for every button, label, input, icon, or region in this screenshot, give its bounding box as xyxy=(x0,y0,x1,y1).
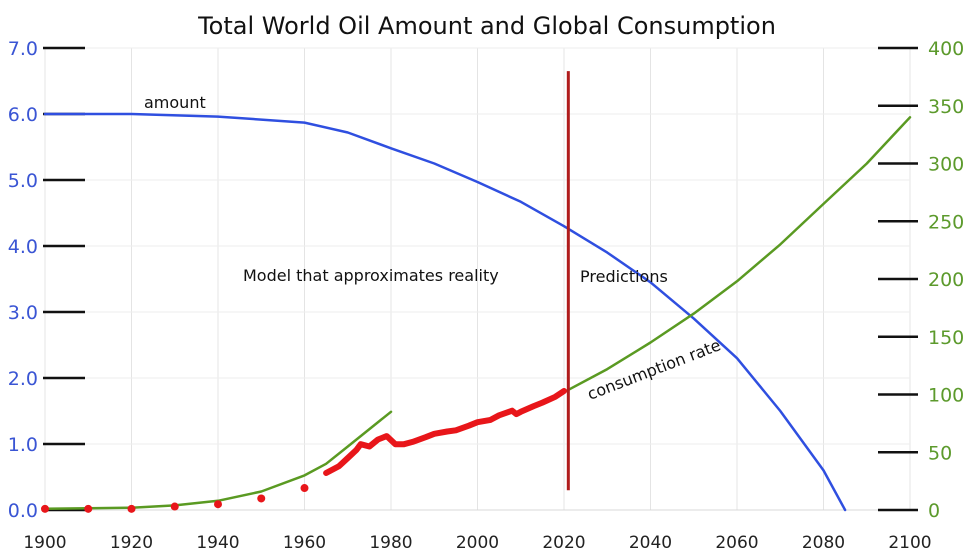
right-tick-label: 350 xyxy=(928,96,964,118)
right-tick-label: 0 xyxy=(928,500,940,522)
series-consumption-rate xyxy=(562,116,912,394)
data-point xyxy=(84,504,93,513)
left-tick-label: 7.0 xyxy=(8,38,38,60)
right-tick-label: 400 xyxy=(928,38,964,60)
data-point xyxy=(257,494,266,503)
left-tick-label: 1.0 xyxy=(8,434,38,456)
right-tick-label: 50 xyxy=(928,442,952,464)
left-tick-label: 2.0 xyxy=(8,368,38,390)
data-point xyxy=(127,504,136,513)
x-tick-label: 2060 xyxy=(715,533,758,553)
left-tick-label: 0.0 xyxy=(8,500,38,522)
left-tick-label: 5.0 xyxy=(8,170,38,192)
left-tick-label: 6.0 xyxy=(8,104,38,126)
annotation-predictions: Predictions xyxy=(580,267,668,286)
annotation-model: Model that approximates reality xyxy=(243,266,499,285)
right-tick-label: 150 xyxy=(928,327,964,349)
x-tick-label: 2000 xyxy=(456,533,499,553)
chart-title: Total World Oil Amount and Global Consum… xyxy=(197,12,776,40)
data-point xyxy=(41,504,49,513)
x-tick-label: 2080 xyxy=(802,533,845,553)
data-point xyxy=(300,484,309,493)
x-tick-label: 1980 xyxy=(369,533,412,553)
left-tick-label: 3.0 xyxy=(8,302,38,324)
x-tick-label: 1920 xyxy=(110,533,153,553)
data-point xyxy=(214,500,222,509)
right-tick-label: 300 xyxy=(928,154,964,176)
x-tick-label: 2040 xyxy=(629,533,672,553)
series-line xyxy=(43,410,393,511)
series-amount xyxy=(43,112,847,512)
series-line xyxy=(323,388,567,476)
x-tick-label: 2100 xyxy=(888,533,931,553)
x-tick-label: 2020 xyxy=(542,533,585,553)
right-tick-label: 200 xyxy=(928,269,964,291)
annotation-amount: amount xyxy=(144,93,206,112)
x-tick-label: 1960 xyxy=(283,533,326,553)
right-tick-label: 100 xyxy=(928,385,964,407)
right-tick-label: 250 xyxy=(928,211,964,233)
x-tick-label: 1940 xyxy=(196,533,239,553)
left-tick-label: 4.0 xyxy=(8,236,38,258)
data-point xyxy=(170,502,179,511)
x-tick-label: 1900 xyxy=(23,533,66,553)
